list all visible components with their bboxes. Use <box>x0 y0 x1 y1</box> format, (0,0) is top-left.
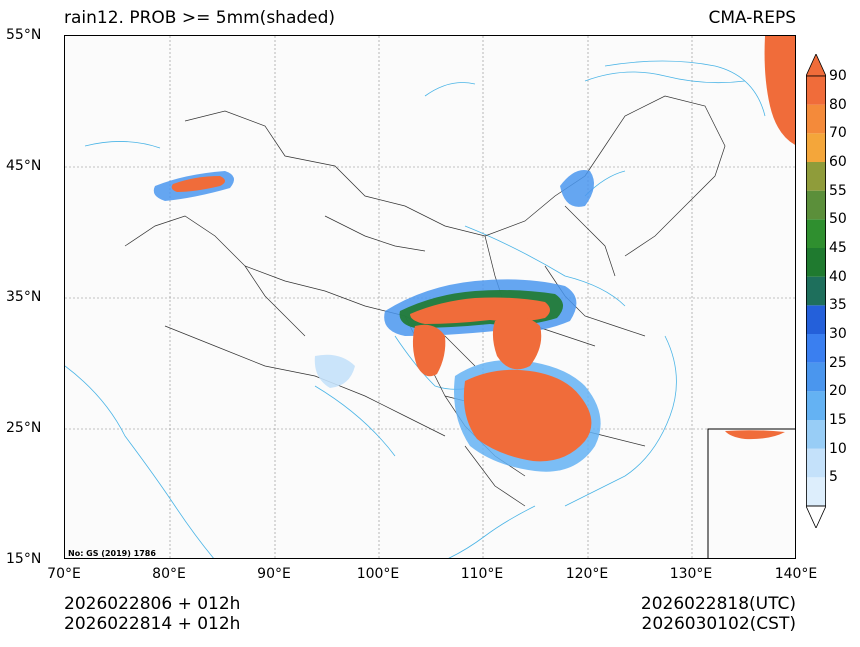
map-review-number: No: GS (2019) 1786 <box>68 549 156 558</box>
colorbar-label-45: 45 <box>829 240 847 256</box>
colorbar-min-extension <box>806 505 826 528</box>
colorbar-label-5: 5 <box>829 469 838 486</box>
colorbar-label-10: 10 <box>829 440 847 457</box>
colorbar <box>806 54 826 528</box>
lat-label-55: 55°N <box>6 27 42 43</box>
probability-shading <box>153 36 795 472</box>
lat-label-25: 25°N <box>6 420 42 436</box>
colorbar-label-20: 20 <box>829 383 847 400</box>
footer-right-line-2: 2026030102(CST) <box>641 614 796 634</box>
prob-area-northeast-corner <box>764 36 795 145</box>
colorbar-band-10 <box>806 448 826 478</box>
lon-label-110: 110°E <box>460 566 504 582</box>
prob-area-northeast-light <box>560 170 594 207</box>
coastlines-rivers <box>65 60 766 558</box>
colorbar-label-90: 90 <box>829 68 847 84</box>
lat-label-45: 45°N <box>6 158 42 174</box>
lat-label-35: 35°N <box>6 289 42 305</box>
colorbar-label-40: 40 <box>829 268 847 285</box>
lon-label-90: 90°E <box>257 566 291 582</box>
lat-label-15: 15°N <box>6 551 42 567</box>
footer-right-line-1: 2026022818(UTC) <box>640 594 796 614</box>
colorbar-label-25: 25 <box>829 354 847 371</box>
colorbar-band-70 <box>806 133 826 162</box>
prob-area-yunnan-scatter <box>314 354 355 388</box>
inset-shading <box>725 430 785 440</box>
lon-label-100: 100°E <box>356 566 400 582</box>
lon-label-70: 70°E <box>47 566 81 582</box>
colorbar-outline <box>806 75 826 507</box>
colorbar-band-25 <box>806 362 826 392</box>
colorbar-label-35: 35 <box>829 297 847 314</box>
colorbar-band-35 <box>806 305 826 334</box>
model-name: CMA-REPS <box>708 8 796 28</box>
probability-map <box>65 36 795 558</box>
valid-time-info: 2026022818(UTC) 2026030102(CST) <box>641 594 796 634</box>
prob-area-xinjiang-high <box>171 176 225 192</box>
colorbar-band-55 <box>806 190 826 220</box>
footer-left-line-1: 2026022806 + 012h <box>64 594 241 614</box>
colorbar-band-5 <box>806 477 826 506</box>
prob-area-sichuan-high <box>412 324 446 377</box>
colorbar-band-20 <box>806 391 826 420</box>
colorbar-band-45 <box>806 248 826 277</box>
colorbar-max-extension <box>806 54 826 77</box>
init-time-info: 2026022806 + 012h 2026022814 + 012h <box>64 594 240 634</box>
colorbar-band-15 <box>806 420 826 449</box>
lon-label-80: 80°E <box>152 566 186 582</box>
map-title: rain12. PROB >= 5mm(shaded) <box>64 8 336 28</box>
colorbar-label-30: 30 <box>829 326 847 342</box>
colorbar-band-40 <box>806 276 826 306</box>
colorbar-band-50 <box>806 219 826 248</box>
inset-box <box>707 428 795 558</box>
prob-area-central-high <box>492 317 542 370</box>
footer-left-line-2: 2026022814 + 012h <box>64 614 241 634</box>
lon-label-120: 120°E <box>565 566 609 582</box>
lon-label-130: 130°E <box>669 566 713 582</box>
colorbar-band-30 <box>806 334 826 363</box>
map-panel <box>64 35 796 559</box>
colorbar-label-80: 80 <box>829 96 847 113</box>
colorbar-label-60: 60 <box>829 154 847 170</box>
colorbar-band-60 <box>806 162 826 191</box>
colorbar-label-55: 55 <box>829 182 847 199</box>
prob-area-south-china-high <box>463 369 592 462</box>
lon-label-140: 140°E <box>774 566 818 582</box>
colorbar-label-50: 50 <box>829 211 847 228</box>
colorbar-label-70: 70 <box>829 125 847 142</box>
colorbar-label-15: 15 <box>829 412 847 428</box>
colorbar-band-80 <box>806 104 826 134</box>
colorbar-band-90 <box>806 76 826 105</box>
